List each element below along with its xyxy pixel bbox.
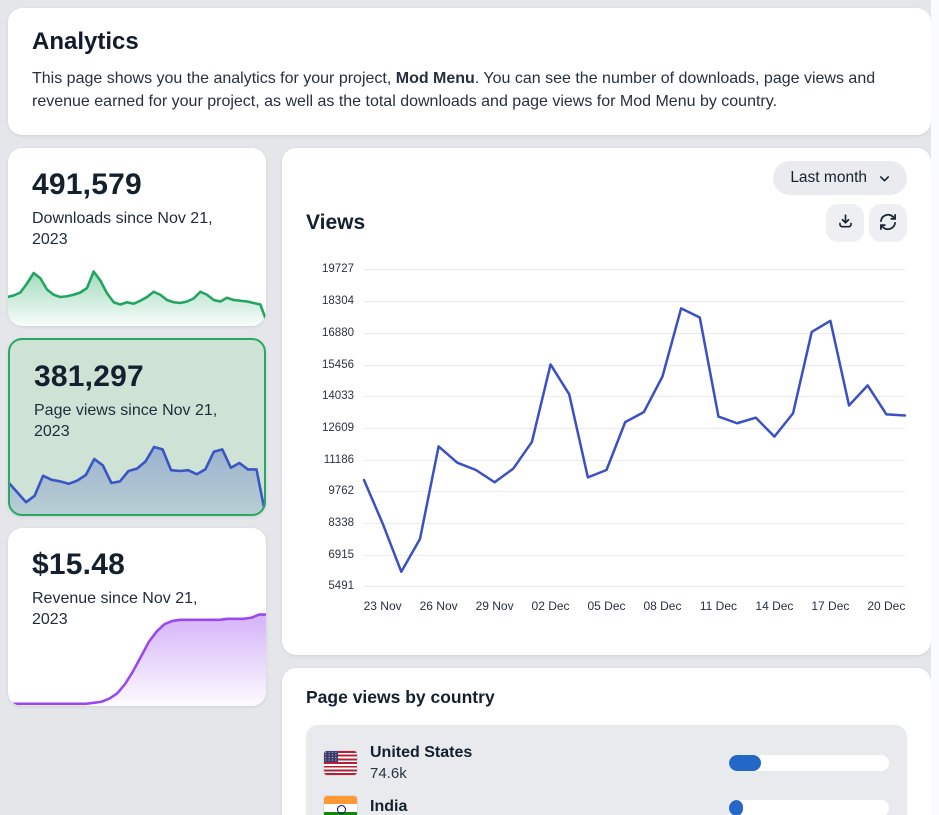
page-title: Analytics — [32, 28, 139, 55]
gridline — [364, 523, 905, 525]
page-views-stat-card[interactable]: 381,297 Page views since Nov 21, 2023 — [8, 338, 266, 517]
date-range-label: Last month — [790, 169, 867, 187]
x-tick-label: 17 Dec — [811, 599, 850, 614]
x-tick-label: 29 Nov — [475, 599, 514, 614]
page-description: This page shows you the analytics for yo… — [32, 70, 876, 110]
gridline — [364, 269, 905, 271]
range-selector-row: Last month — [306, 161, 907, 196]
y-tick-label: 18304 — [322, 295, 354, 308]
downloads-count: 491,579 — [32, 168, 142, 202]
country-progress-fill — [729, 755, 761, 772]
content-area: 491,579 Downloads since Nov 21, 2023 381… — [8, 148, 931, 815]
gridline — [364, 301, 905, 303]
y-tick-label: 11186 — [323, 453, 354, 466]
x-tick-label: 02 Dec — [531, 599, 570, 614]
gridline — [364, 364, 905, 366]
india-flag-icon — [324, 796, 357, 815]
gridline — [364, 491, 905, 493]
gridline — [364, 459, 905, 461]
chart-title: Views — [306, 211, 366, 235]
page-views-label: Page views since Nov 21, 2023 — [34, 402, 218, 441]
y-tick-label: 16880 — [322, 326, 354, 339]
x-tick-label: 20 Dec — [867, 599, 906, 614]
downloads-sparkline — [8, 252, 266, 327]
country-progress-bar — [729, 755, 889, 772]
revenue-sparkline — [8, 602, 266, 707]
x-tick-label: 23 Nov — [363, 599, 402, 614]
y-tick-label: 15456 — [322, 358, 354, 371]
country-name: United States — [370, 744, 473, 762]
refresh-icon — [878, 212, 898, 235]
views-chart-card: Last month Views — [282, 148, 931, 656]
download-icon — [836, 212, 855, 234]
gridline — [364, 554, 905, 556]
stat-column: 491,579 Downloads since Nov 21, 2023 381… — [8, 148, 266, 815]
country-row: India — [324, 789, 889, 815]
countries-title: Page views by country — [306, 687, 495, 708]
gridline — [364, 332, 905, 334]
y-tick-label: 8338 — [328, 517, 354, 530]
y-tick-label: 12609 — [322, 421, 354, 434]
x-tick-label: 26 Nov — [419, 599, 458, 614]
y-tick-label: 5491 — [328, 580, 354, 593]
gridline — [364, 396, 905, 398]
project-name: Mod Menu — [395, 70, 475, 87]
downloads-stat-card[interactable]: 491,579 Downloads since Nov 21, 2023 — [8, 148, 266, 327]
x-axis: 23 Nov 26 Nov 29 Nov 02 Dec 05 Dec 08 Dec 11 D… — [363, 599, 906, 615]
header-card: Analytics This page shows you the analyt… — [8, 8, 931, 136]
scrollbar-track[interactable] — [931, 0, 939, 815]
y-tick-label: 6915 — [328, 548, 354, 561]
country-name: India — [370, 797, 408, 815]
x-tick-label: 08 Dec — [643, 599, 682, 614]
revenue-amount: $15.48 — [32, 548, 125, 582]
chevron-down-icon — [877, 171, 892, 186]
refresh-chart-button[interactable] — [869, 204, 907, 243]
views-line-series — [364, 269, 905, 586]
y-tick-label: 14033 — [322, 390, 354, 403]
revenue-stat-card[interactable]: $15.48 Revenue since Nov 21, 2023 — [8, 528, 266, 707]
us-flag-icon — [324, 751, 357, 776]
y-tick-label: 19727 — [322, 263, 354, 276]
page-views-count: 381,297 — [34, 360, 144, 394]
country-progress-bar — [729, 800, 889, 815]
y-tick-label: 9762 — [328, 485, 354, 498]
charts-column: Last month Views — [282, 148, 931, 815]
country-row: United States 74.6k — [324, 737, 889, 789]
gridline — [364, 427, 905, 429]
countries-panel: United States 74.6k India — [306, 725, 907, 815]
gridline — [364, 586, 905, 588]
country-progress-fill — [729, 800, 744, 815]
x-tick-label: 11 Dec — [699, 599, 738, 614]
x-tick-label: 05 Dec — [587, 599, 626, 614]
country-page-views: 74.6k — [370, 765, 407, 783]
date-range-dropdown[interactable]: Last month — [773, 161, 907, 196]
chart-actions — [826, 204, 907, 243]
x-tick-label: 14 Dec — [755, 599, 794, 614]
page-views-by-country-card: Page views by country United States 74.6… — [282, 668, 931, 815]
views-line-chart: 19727 18304 16880 15456 14033 12609 11186 9762 8… — [322, 263, 905, 613]
download-chart-button[interactable] — [826, 204, 864, 243]
revenue-label: Revenue since Nov 21, 2023 — [32, 590, 198, 629]
chart-title-row: Views — [306, 204, 907, 243]
downloads-label: Downloads since Nov 21, 2023 — [32, 210, 213, 249]
page-views-sparkline — [10, 435, 264, 515]
